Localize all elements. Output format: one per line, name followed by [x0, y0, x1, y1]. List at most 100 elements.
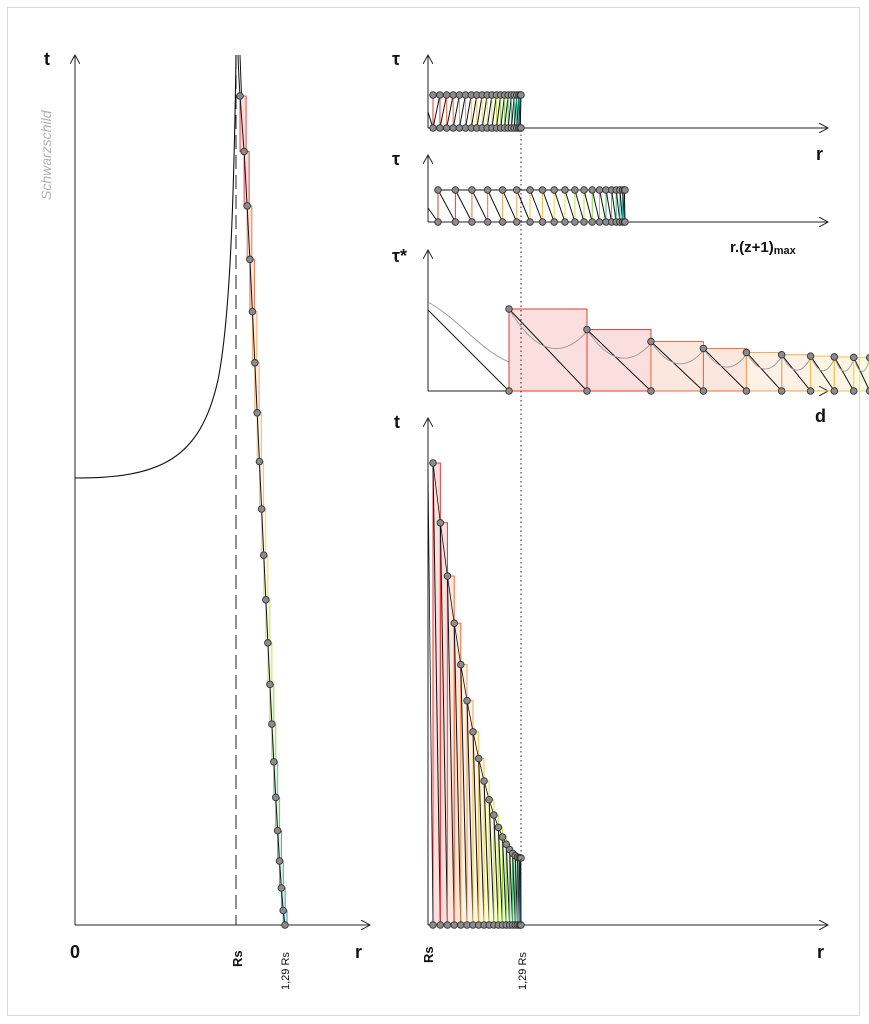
- p4-diagonal: [497, 827, 503, 926]
- panel-tau-rz: τ r.(z+1)max: [392, 149, 828, 257]
- p4-diagonal: [432, 462, 441, 926]
- left-step-marker: [271, 793, 280, 802]
- p1-diagonal: [507, 94, 512, 129]
- p4-top-marker: [498, 833, 507, 841]
- p3-bottom-marker: [742, 387, 751, 395]
- p1-diagonal: [446, 94, 454, 129]
- left-step-marker: [260, 551, 268, 559]
- p2-diagonal: [599, 189, 607, 223]
- p1-bottom-marker: [429, 124, 437, 132]
- p4-bottom-marker: [429, 921, 437, 929]
- p3-diagonal: [650, 341, 704, 392]
- p2-tau-label: τ: [392, 149, 400, 169]
- panel-tau-r: τ r: [392, 49, 828, 164]
- figure-frame: [7, 7, 860, 1016]
- p3-diagonal: [746, 352, 783, 392]
- p4-bottom-marker: [450, 921, 458, 929]
- p2-top-marker: [621, 186, 629, 194]
- p3-bottom-marker: [583, 387, 591, 395]
- p3-grey-curve: [853, 357, 869, 372]
- left-panel: t r 0 Rs 1,29 Rs Schwarzschild: [38, 49, 370, 990]
- p2-top-marker: [498, 186, 507, 194]
- left-r-label: r: [355, 942, 362, 962]
- p1-diagonal: [458, 94, 466, 129]
- schwarzschild-curve: [74, 54, 237, 479]
- p2-diagonal: [615, 189, 621, 223]
- p1-diagonal: [452, 94, 460, 129]
- p1-diagonal: [500, 94, 506, 129]
- p2-diagonal: [454, 189, 473, 223]
- p3-steps: [427, 301, 869, 395]
- p2-bottom-marker: [550, 218, 558, 226]
- schwarzschild-curve-inner: [237, 54, 241, 97]
- p1-r-label: r: [816, 144, 823, 164]
- left-step-path: [279, 860, 282, 889]
- left-step-marker: [243, 202, 251, 210]
- p3-top-marker: [865, 353, 869, 362]
- panel-tau-star-d: τ* d: [392, 246, 869, 426]
- p2-diagonal: [583, 189, 593, 223]
- p2-top-marker: [483, 186, 492, 194]
- p3-grey-curve: [703, 348, 747, 368]
- p3-grey-curve: [586, 329, 652, 359]
- p3-grey-curve: [810, 355, 835, 372]
- p1-diagonal: [432, 94, 441, 129]
- left-step-marker: [279, 906, 287, 915]
- p4-diagonal: [466, 700, 474, 926]
- p4-bottom-marker: [443, 921, 452, 929]
- p2-top-marker: [588, 186, 596, 194]
- origin-label: 0: [70, 942, 80, 962]
- left-step-path: [265, 599, 269, 643]
- p4-top-marker: [474, 754, 483, 763]
- p2-bottom-marker: [468, 218, 476, 226]
- left-step-marker: [277, 884, 286, 892]
- p4-diagonal: [505, 844, 511, 926]
- p3-top-marker: [777, 351, 786, 359]
- left-step-path: [256, 412, 260, 462]
- p4-t-label: t: [394, 412, 400, 432]
- p2-diagonal: [564, 189, 576, 223]
- p3-d-label: d: [815, 406, 826, 426]
- p2-bottom-marker: [621, 218, 629, 226]
- p1-diagonal: [464, 94, 472, 129]
- p3-top-marker: [699, 344, 708, 353]
- p4-top-marker: [485, 795, 493, 804]
- p3-diagonal: [853, 357, 869, 391]
- left-step-path: [269, 684, 273, 725]
- left-step-path: [280, 887, 284, 911]
- p3-grey-curve: [746, 352, 783, 370]
- left-step-marker: [248, 307, 257, 316]
- p3-top-marker: [850, 353, 858, 362]
- left-step-path: [251, 311, 256, 363]
- p4-start-line: [427, 469, 434, 926]
- p4-steps: [427, 459, 525, 929]
- left-step-marker: [275, 857, 284, 865]
- left-step-path: [277, 830, 281, 862]
- left-step-marker: [257, 505, 266, 513]
- p4-top-marker: [490, 811, 498, 819]
- p3-bottom-marker: [777, 387, 786, 395]
- p3-top-marker: [742, 348, 751, 357]
- left-rs-label: Rs: [230, 950, 245, 967]
- p1-diagonal: [481, 94, 488, 129]
- p2-diagonal: [502, 189, 518, 223]
- p4-diagonal: [446, 576, 455, 926]
- left-step-marker: [255, 457, 264, 466]
- left-step-path: [243, 151, 248, 206]
- left-step-marker: [240, 147, 248, 156]
- schwarzschild-curve-inner-2: [239, 54, 242, 97]
- left-step-path: [267, 642, 271, 685]
- p2-diagonal: [553, 189, 566, 223]
- left-step-marker: [253, 409, 261, 417]
- left-step-marker: [273, 826, 282, 835]
- p4-top-marker: [443, 572, 452, 580]
- p1-top-marker: [442, 91, 451, 99]
- p2-diagonal: [487, 189, 504, 223]
- p3-top-marker: [830, 353, 839, 361]
- p2-diagonal: [437, 189, 456, 223]
- p4-top-marker: [429, 459, 437, 467]
- p4-diagonal: [478, 758, 485, 926]
- p3-bottom-marker: [865, 387, 869, 395]
- p3-diagonal: [703, 348, 747, 392]
